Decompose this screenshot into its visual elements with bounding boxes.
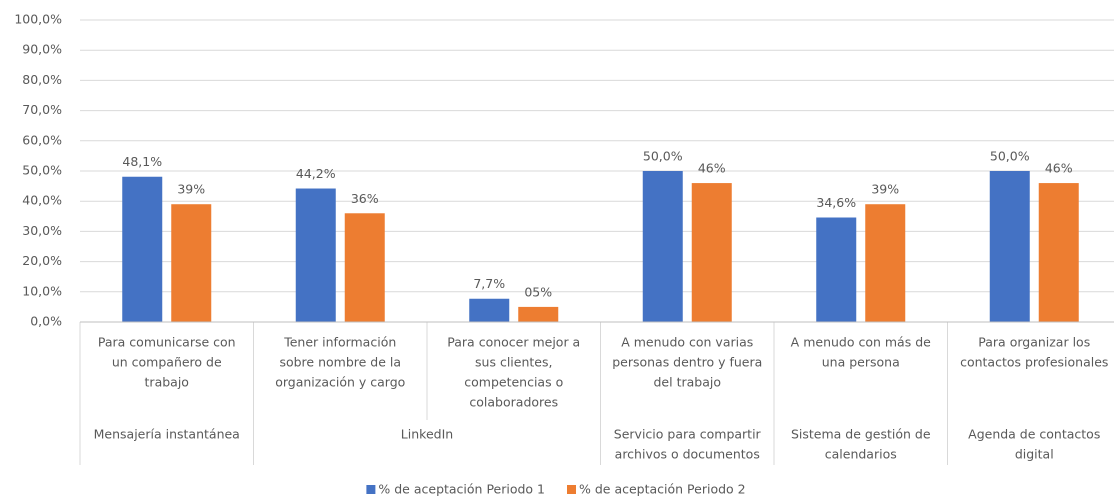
bar [469,298,510,322]
y-tick-label: 0,0% [30,314,62,329]
group-label: LinkedIn [401,427,453,442]
y-tick-label: 50,0% [22,163,62,178]
x-tick-label: trabajo [145,375,189,390]
legend-swatch [567,485,576,494]
x-tick-label: sobre nombre de la [279,355,401,370]
bar [295,188,336,322]
data-label: 46% [698,161,726,176]
y-tick-label: 90,0% [22,42,62,57]
bar [171,204,212,322]
y-tick-label: 70,0% [22,102,62,117]
x-tick-label: Para organizar los [978,335,1090,350]
group-label: archivos o documentos [615,447,760,462]
x-tick-label: personas dentro y fuera [612,355,762,370]
group-label: calendarios [825,447,897,462]
bar [691,183,732,322]
data-label: 48,1% [122,154,162,169]
y-tick-label: 40,0% [22,193,62,208]
x-tick-label: del trabajo [654,375,722,390]
y-tick-label: 100,0% [14,12,62,27]
x-tick-label: sus clientes, [475,355,552,370]
data-label: 50,0% [990,149,1030,164]
x-tick-label: colaboradores [469,395,558,410]
data-label: 44,2% [296,166,336,181]
group-label: digital [1015,447,1054,462]
x-tick-label: competencias o [464,375,563,390]
bar [344,213,385,322]
x-tick-label: A menudo con varias [621,335,753,350]
data-label: 39% [871,182,899,197]
x-tick-label: una persona [822,355,900,370]
x-tick-label: un compañero de [112,355,222,370]
y-tick-label: 10,0% [22,283,62,298]
x-tick-label: Para conocer mejor a [447,335,580,350]
y-tick-label: 80,0% [22,72,62,87]
x-tick-label: organización y cargo [275,375,405,390]
x-tick-label: Tener información [283,335,396,350]
x-tick-label: contactos profesionales [960,355,1108,370]
y-tick-label: 60,0% [22,132,62,147]
group-label: Mensajería instantánea [94,427,240,442]
x-tick-label: Para comunicarse con [98,335,236,350]
bar [816,217,857,322]
bar [989,171,1030,322]
bar [1038,183,1079,322]
bar [865,204,906,322]
legend-label: % de aceptación Periodo 2 [579,482,746,497]
legend-swatch [366,485,376,494]
bar [518,306,559,322]
data-label: 7,7% [473,276,505,291]
bar [122,176,163,322]
data-label: 05% [524,284,552,299]
data-label: 46% [1045,161,1073,176]
data-label: 39% [177,182,205,197]
group-label: Sistema de gestión de [791,427,931,442]
group-label: Servicio para compartir [614,427,762,442]
data-label: 50,0% [643,149,683,164]
data-label: 36% [351,191,379,206]
data-label: 34,6% [816,195,856,210]
y-tick-label: 20,0% [22,253,62,268]
bar [642,171,683,322]
x-tick-label: A menudo con más de [791,335,931,350]
legend-label: % de aceptación Periodo 1 [378,482,545,497]
group-label: Agenda de contactos [968,427,1100,442]
y-tick-label: 30,0% [22,223,62,238]
